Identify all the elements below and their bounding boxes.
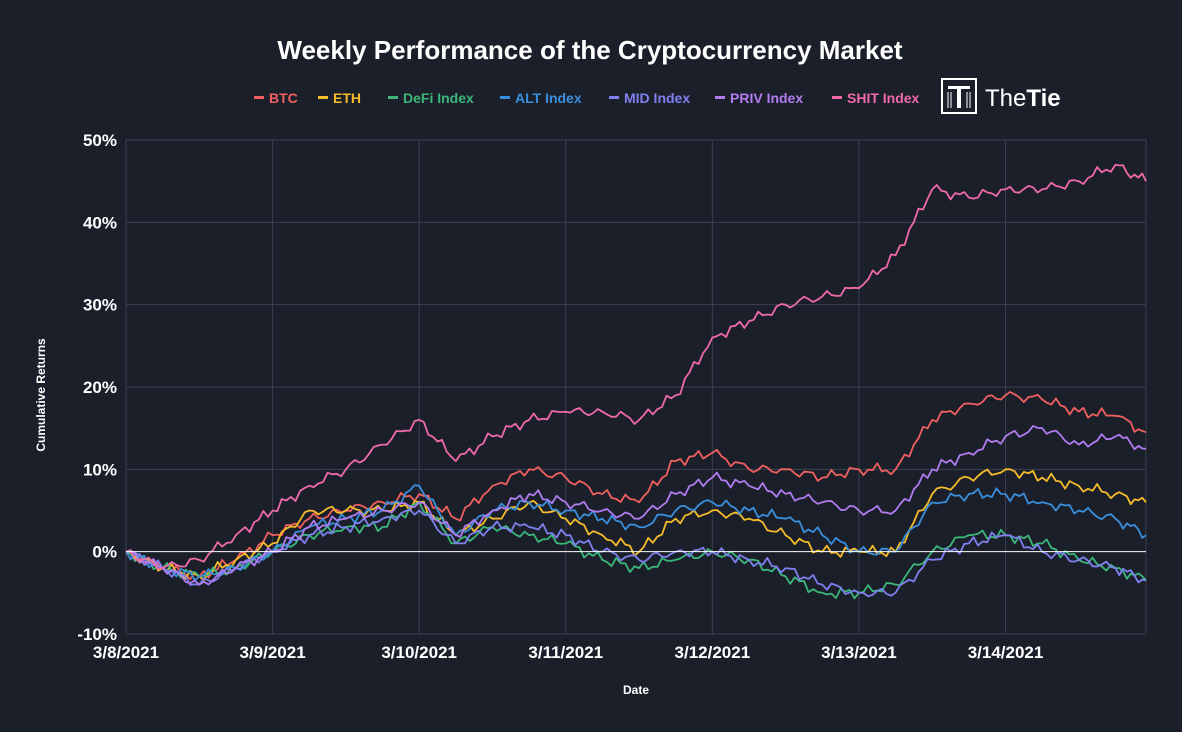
legend-label: MID Index bbox=[624, 90, 690, 106]
series-line-mid-index bbox=[125, 508, 1147, 598]
legend-swatch bbox=[388, 96, 398, 99]
y-axis-ticks: 50% 40% 30% 20% 10% 0% -10% bbox=[77, 131, 117, 644]
x-tick-label: 3/10/2021 bbox=[381, 643, 457, 662]
legend-label: ALT Index bbox=[515, 90, 582, 106]
legend-label: ETH bbox=[333, 90, 361, 106]
legend-item-eth[interactable]: ETH bbox=[318, 90, 361, 106]
y-tick-label: 0% bbox=[92, 543, 117, 562]
legend-item-btc[interactable]: BTC bbox=[254, 90, 298, 106]
legend-swatch bbox=[609, 96, 619, 99]
thetie-logo-icon bbox=[941, 78, 977, 114]
y-tick-label: 40% bbox=[83, 213, 117, 232]
x-tick-label: 3/13/2021 bbox=[821, 643, 897, 662]
logo-text-plain: The bbox=[985, 85, 1026, 112]
series-line-alt-index bbox=[125, 484, 1147, 582]
legend-item-alt-index[interactable]: ALT Index bbox=[500, 90, 582, 106]
legend-item-priv-index[interactable]: PRIV Index bbox=[715, 90, 803, 106]
y-tick-label: -10% bbox=[77, 625, 117, 644]
x-tick-label: 3/12/2021 bbox=[675, 643, 751, 662]
legend-label: DeFi Index bbox=[403, 90, 474, 106]
legend-swatch bbox=[318, 96, 328, 99]
y-tick-label: 10% bbox=[83, 460, 117, 479]
legend-item-defi-index[interactable]: DeFi Index bbox=[388, 90, 474, 106]
legend-swatch bbox=[832, 96, 842, 99]
legend-item-mid-index[interactable]: MID Index bbox=[609, 90, 690, 106]
x-tick-label: 3/8/2021 bbox=[93, 643, 159, 662]
legend-swatch bbox=[715, 96, 725, 99]
series-lines bbox=[125, 163, 1147, 600]
legend-label: SHIT Index bbox=[847, 90, 920, 106]
legend-label: PRIV Index bbox=[730, 90, 803, 106]
series-line-shit-index bbox=[125, 163, 1147, 571]
y-axis-label: Cumulative Returns bbox=[34, 338, 48, 452]
legend: BTC ETH DeFi Index ALT Index MID Index PRIV I… bbox=[254, 90, 920, 106]
y-tick-label: 20% bbox=[83, 378, 117, 397]
series-line-defi-index bbox=[125, 501, 1147, 600]
series-line-priv-index bbox=[125, 425, 1147, 586]
x-tick-label: 3/9/2021 bbox=[239, 643, 305, 662]
x-axis-ticks: 3/8/2021 3/9/2021 3/10/2021 3/11/2021 3/12/2… bbox=[93, 643, 1043, 662]
logo-text-bold: Tie bbox=[1026, 85, 1060, 112]
y-tick-label: 30% bbox=[83, 296, 117, 315]
y-tick-label: 50% bbox=[83, 131, 117, 150]
chart-title: Weekly Performance of the Cryptocurrency… bbox=[277, 35, 903, 65]
x-axis-label: Date bbox=[623, 683, 649, 697]
legend-swatch bbox=[500, 96, 510, 99]
x-tick-label: 3/11/2021 bbox=[528, 643, 603, 662]
legend-swatch bbox=[254, 96, 264, 99]
x-tick-label: 3/14/2021 bbox=[968, 643, 1044, 662]
svg-text:TheTie: TheTie bbox=[985, 85, 1061, 112]
thetie-logo: TheTie bbox=[941, 78, 1061, 114]
legend-label: BTC bbox=[269, 90, 298, 106]
legend-item-shit-index[interactable]: SHIT Index bbox=[832, 90, 920, 106]
